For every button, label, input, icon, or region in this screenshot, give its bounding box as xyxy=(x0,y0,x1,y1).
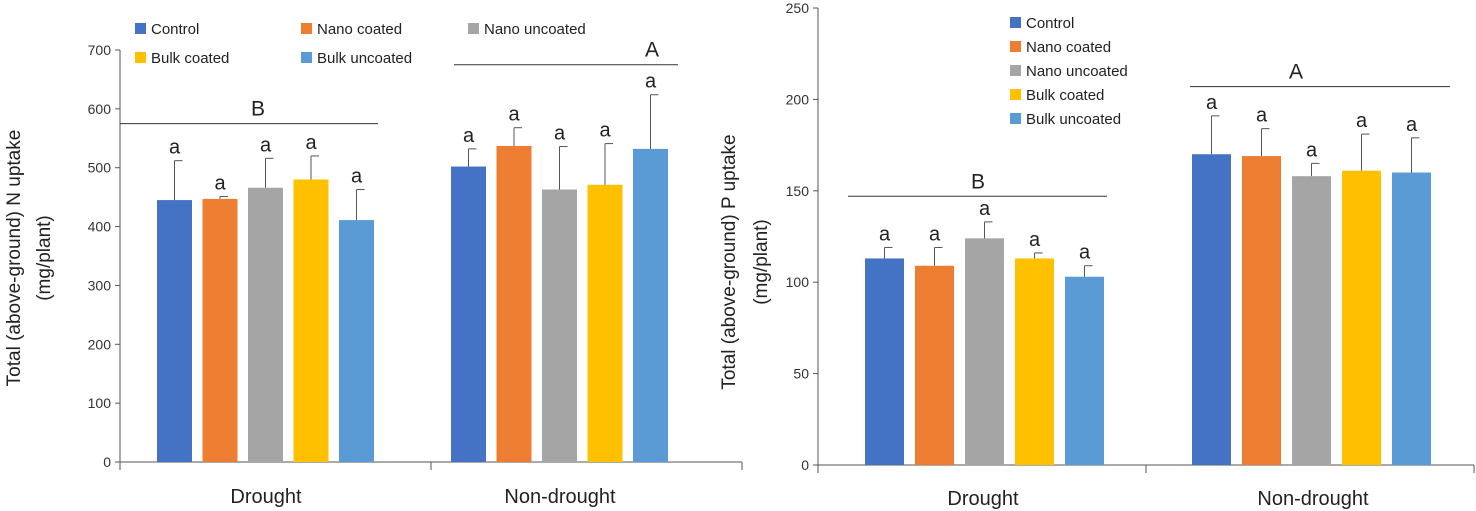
y-tick-label: 500 xyxy=(88,160,112,176)
significance-letter: a xyxy=(1406,114,1418,136)
y-axis-label-unit: (mg/plant) xyxy=(34,215,55,301)
y-axis-label-unit: (mg/plant) xyxy=(751,219,772,305)
significance-letter: a xyxy=(599,120,611,142)
significance-letter: a xyxy=(214,173,226,195)
legend-label: Nano uncoated xyxy=(484,21,586,38)
legend-swatch xyxy=(301,23,312,34)
legend: Control Nano coated Nano uncoated Bulk coat… xyxy=(1010,15,1128,128)
y-tick-label: 0 xyxy=(801,457,809,473)
significance-letter: a xyxy=(1256,105,1268,127)
y-tick-label: 300 xyxy=(88,277,112,293)
group-letter: B xyxy=(971,170,985,193)
bar-control xyxy=(451,166,486,462)
bar-control xyxy=(865,258,904,465)
legend-label: Nano coated xyxy=(317,21,402,38)
bar-nano-coated xyxy=(496,145,532,463)
bar-bulk-coated xyxy=(293,179,329,462)
bar-bulk-coated xyxy=(1342,170,1381,465)
legend-swatch xyxy=(1010,113,1021,124)
y-tick-label: 600 xyxy=(88,101,112,117)
significance-letter: a xyxy=(1206,92,1218,114)
y-tick-label: 200 xyxy=(88,336,112,352)
n-uptake-chart: 0 100 200 300 400 500 600 700 Total (above-groun… xyxy=(4,21,743,508)
significance-letter: a xyxy=(463,125,475,147)
significance-letter: a xyxy=(1029,229,1041,251)
bar-nano-uncoated xyxy=(1292,176,1331,465)
legend-label: Control xyxy=(151,21,199,38)
bar-control xyxy=(1192,154,1231,466)
legend-label: Nano uncoated xyxy=(1026,63,1128,80)
category-label: Non-drought xyxy=(504,486,616,508)
significance-letter: a xyxy=(879,223,891,245)
legend-swatch xyxy=(468,23,479,34)
category-label: Drought xyxy=(230,486,302,508)
y-tick-label: 100 xyxy=(88,395,112,411)
legend-label: Bulk coated xyxy=(1026,87,1104,104)
bar-control xyxy=(157,200,192,463)
significance-letter: a xyxy=(351,165,363,187)
legend: Control Nano coated Nano uncoated Bulk coat… xyxy=(135,21,586,67)
significance-letter: a xyxy=(554,123,566,145)
significance-letter: a xyxy=(305,132,317,154)
bar-bulk-uncoated xyxy=(339,220,374,462)
legend-label: Bulk uncoated xyxy=(317,50,412,67)
category-label: Non-drought xyxy=(1257,488,1369,510)
group-letter: A xyxy=(1289,61,1303,84)
legend-swatch xyxy=(135,23,146,34)
legend-label: Bulk coated xyxy=(151,50,229,67)
significance-letter: a xyxy=(1356,110,1368,132)
category-label: Drought xyxy=(947,488,1019,510)
legend-swatch xyxy=(1010,65,1021,76)
significance-letter: a xyxy=(645,71,657,93)
y-tick-label: 700 xyxy=(88,42,112,58)
y-tick-label: 100 xyxy=(786,274,810,290)
bar-nano-coated xyxy=(202,198,238,462)
bar-nano-uncoated xyxy=(542,189,577,462)
legend-label: Nano coated xyxy=(1026,39,1111,56)
significance-letter: a xyxy=(169,137,181,159)
y-axis-label: Total (above-ground) N uptake xyxy=(4,130,25,387)
group-letter: B xyxy=(251,98,265,121)
significance-letter: a xyxy=(929,223,941,245)
significance-letter: a xyxy=(1306,139,1318,161)
bar-nano-uncoated xyxy=(965,238,1004,465)
significance-letter: a xyxy=(979,198,991,220)
y-tick-label: 50 xyxy=(793,366,809,382)
legend-label: Control xyxy=(1026,15,1074,32)
y-tick-label: 250 xyxy=(786,0,810,16)
bar-bulk-uncoated xyxy=(1065,276,1104,465)
significance-letter: a xyxy=(1079,242,1091,264)
legend-label: Bulk uncoated xyxy=(1026,111,1121,128)
bar-nano-uncoated xyxy=(248,187,283,462)
legend-swatch xyxy=(135,52,146,63)
legend-swatch xyxy=(1010,89,1021,100)
legend-swatch xyxy=(1010,17,1021,28)
bar-bulk-uncoated xyxy=(1392,172,1431,465)
group-letter: A xyxy=(645,39,659,62)
y-tick-label: 0 xyxy=(103,454,111,470)
legend-swatch xyxy=(1010,41,1021,52)
y-axis-label: Total (above-ground) P uptake xyxy=(719,134,740,389)
significance-letter: a xyxy=(508,104,520,126)
bar-bulk-uncoated xyxy=(633,148,668,462)
p-uptake-chart: 0 50 100 150 200 250 Total (above-ground) P up… xyxy=(719,0,1475,510)
bar-nano-coated xyxy=(915,265,954,465)
y-tick-label: 200 xyxy=(786,91,810,107)
y-tick-label: 400 xyxy=(88,219,112,235)
bar-nano-coated xyxy=(1242,156,1281,465)
bar-bulk-coated xyxy=(587,184,623,463)
significance-letter: a xyxy=(260,134,272,156)
legend-swatch xyxy=(301,52,312,63)
bar-bulk-coated xyxy=(1015,258,1054,465)
y-tick-label: 150 xyxy=(786,183,810,199)
